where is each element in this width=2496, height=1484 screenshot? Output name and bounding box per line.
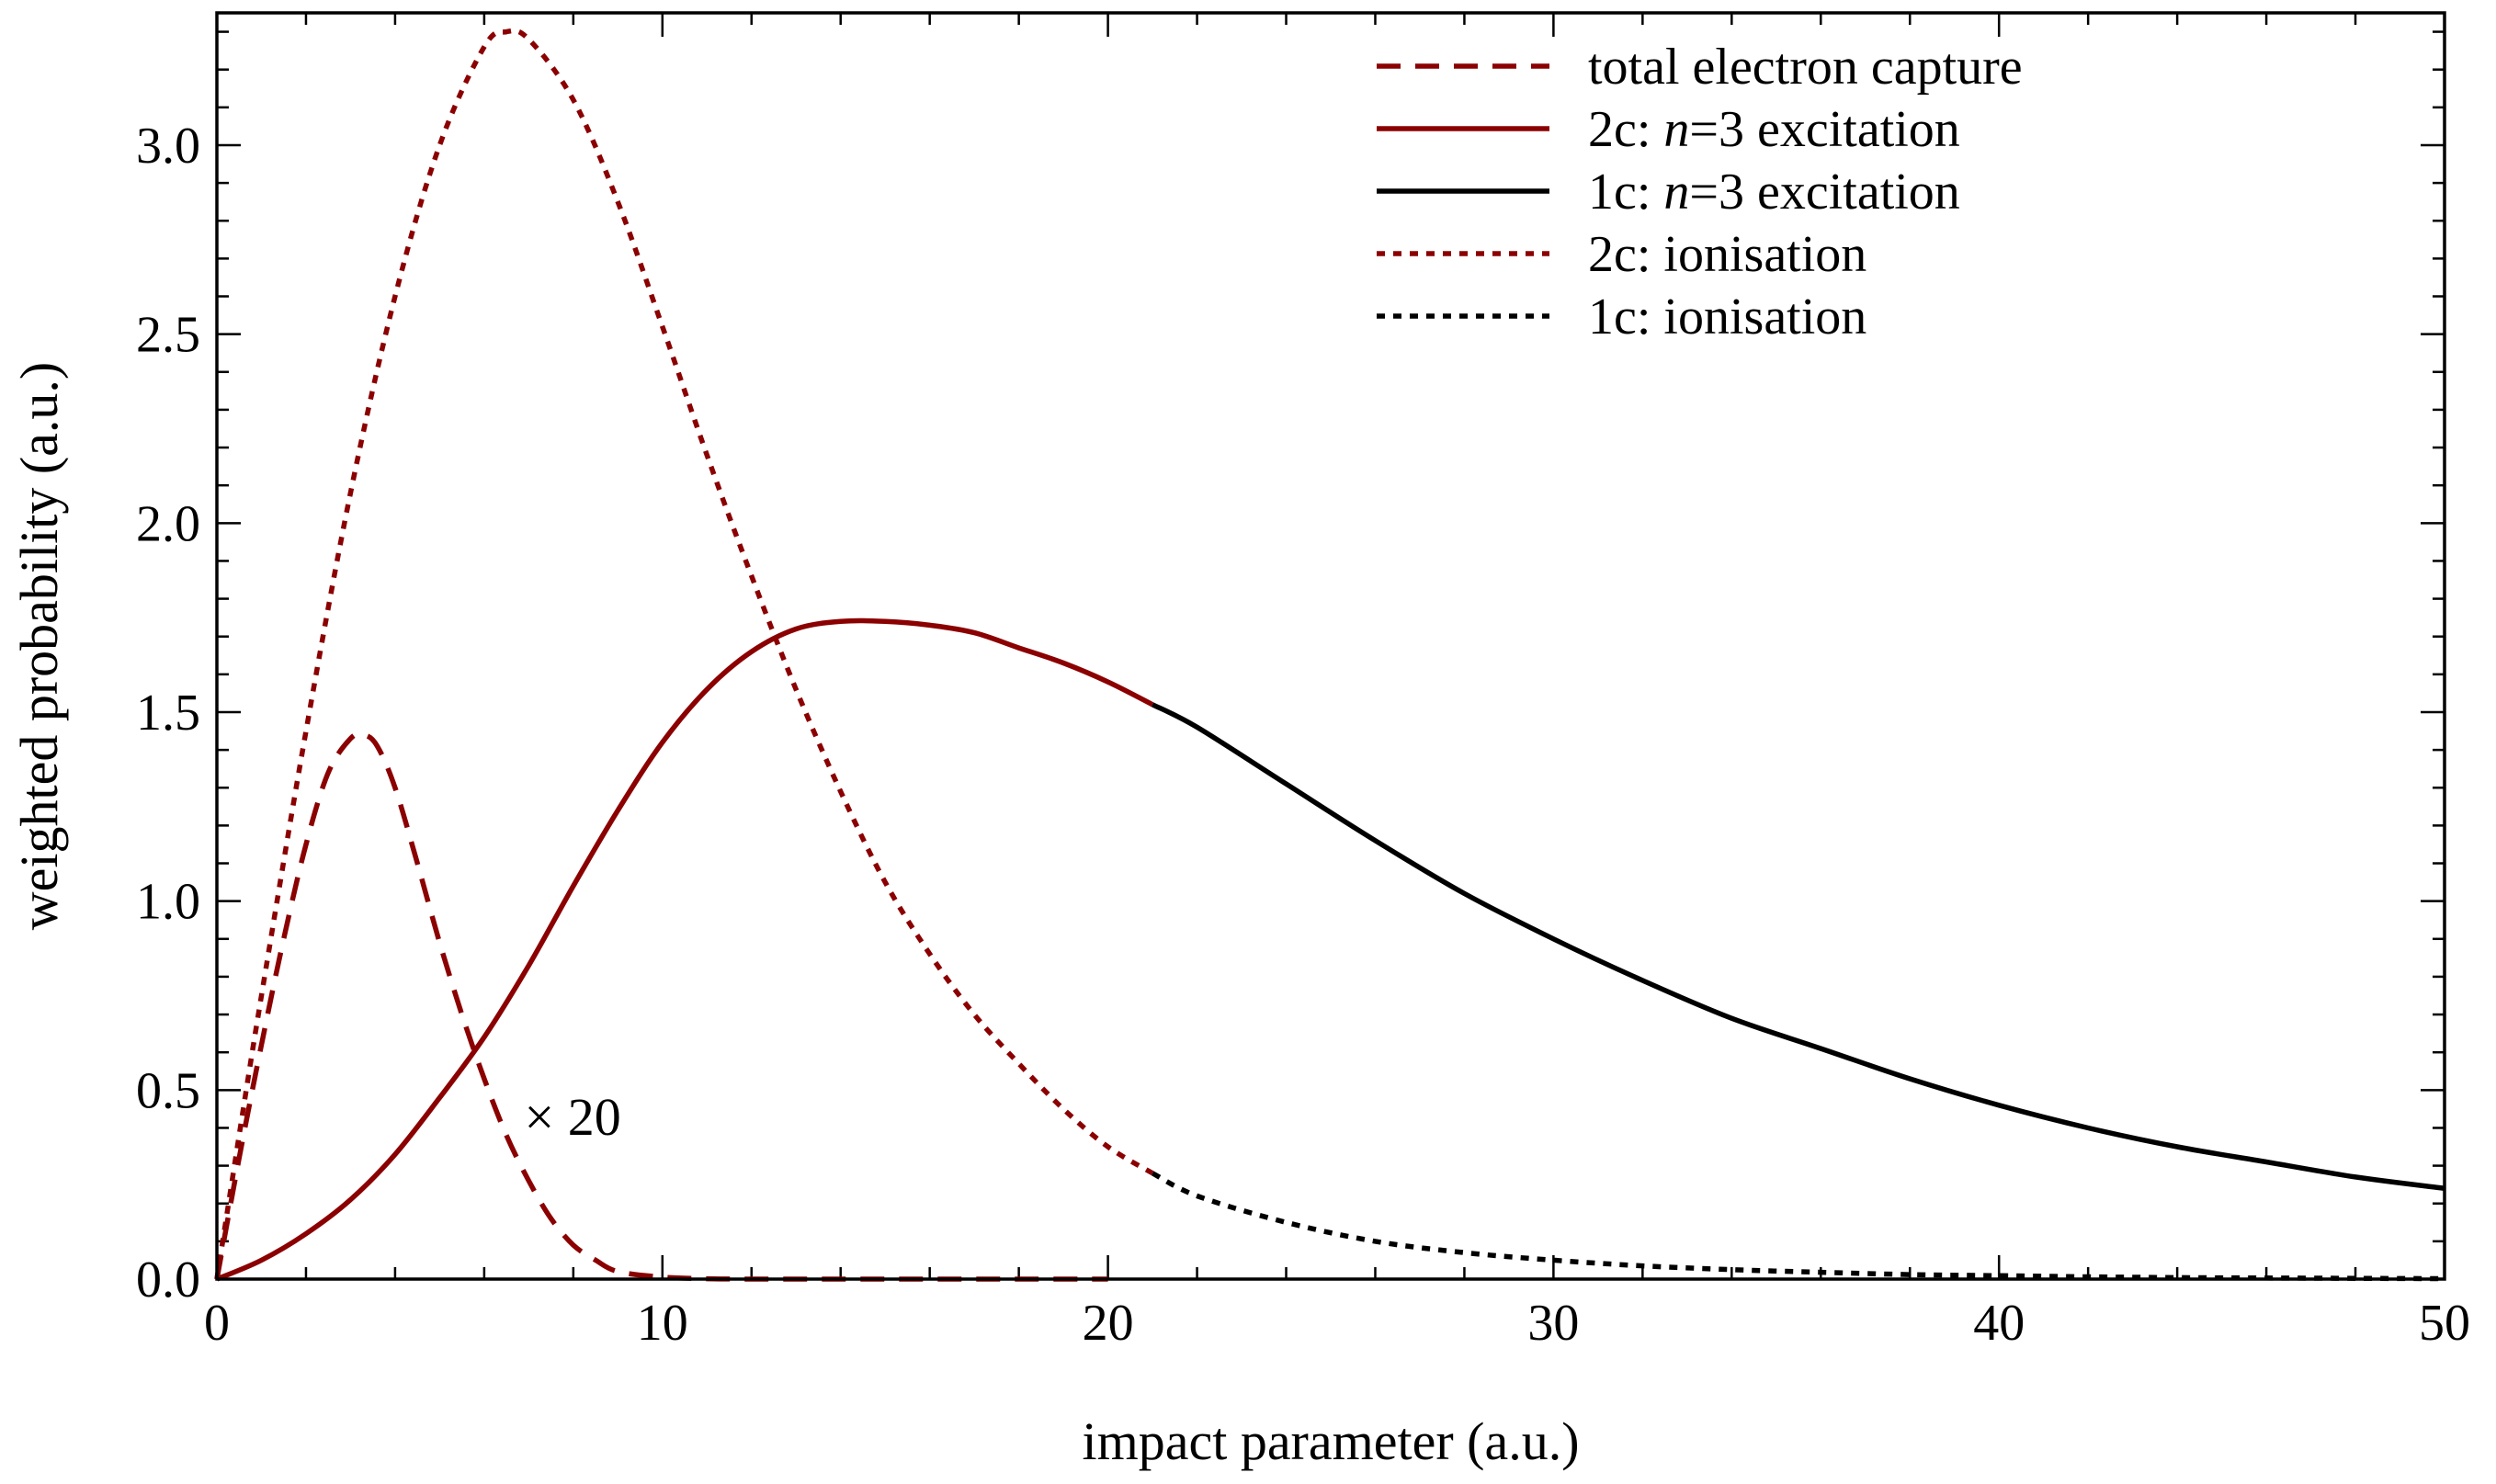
series-line-4 — [214, 28, 1154, 1280]
x-axis-title: impact parameter (a.u.) — [1082, 1411, 1579, 1471]
x-tick-label: 40 — [1973, 1295, 2025, 1352]
legend-label-2: 2c: n=3 excitation — [1588, 101, 1960, 158]
scale-factor-annotation: × 20 — [525, 1087, 621, 1147]
y-tick-label: 0.5 — [136, 1062, 200, 1119]
x-tick-label: 50 — [2419, 1295, 2470, 1352]
y-tick-label: 1.0 — [136, 874, 200, 931]
y-tick-label: 0.0 — [136, 1252, 200, 1308]
y-tick-label: 3.0 — [136, 118, 200, 175]
x-tick-label: 10 — [637, 1295, 688, 1352]
x-tick-label: 30 — [1527, 1295, 1579, 1352]
series-line-3 — [1151, 702, 2445, 1192]
legend-label-5: 1c: ionisation — [1588, 289, 1866, 346]
legend-label-1: total electron capture — [1588, 39, 2023, 96]
x-tick-label: 0 — [204, 1295, 230, 1352]
series-line-2 — [215, 617, 1154, 1282]
legend-label-4: 2c: ionisation — [1588, 226, 1866, 283]
x-tick-labels: 0 10 20 30 40 50 — [204, 1295, 2470, 1352]
series-line-5 — [1151, 1171, 2445, 1282]
plot-frame — [215, 11, 2446, 1281]
legend-label-3: 1c: n=3 excitation — [1588, 164, 1960, 221]
y-axis-title: weighted probability (a.u.) — [9, 362, 69, 931]
y-tick-labels: 0.0 0.5 1.0 1.5 2.0 2.5 3.0 — [136, 118, 200, 1308]
y-tick-label: 2.5 — [136, 307, 200, 364]
y-tick-label: 2.0 — [136, 495, 200, 552]
y-tick-label: 1.5 — [136, 685, 200, 742]
x-tick-label: 20 — [1083, 1295, 1134, 1352]
axis-ticks — [215, 13, 2446, 1281]
